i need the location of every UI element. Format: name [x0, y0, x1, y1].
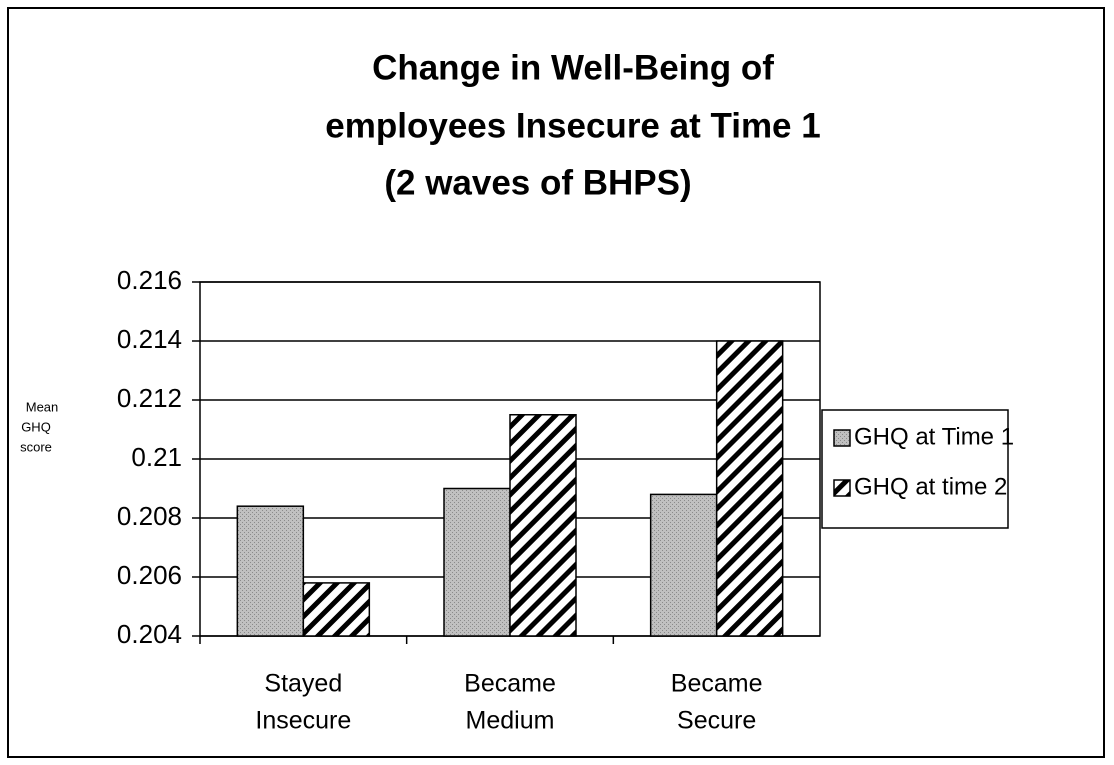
- x-tick-label: Secure: [677, 707, 756, 735]
- legend-swatch: [833, 429, 851, 447]
- bar: [443, 487, 511, 637]
- x-tick-label: Stayed: [264, 670, 342, 698]
- bar: [509, 414, 577, 637]
- y-tick-label: 0.212: [117, 383, 182, 413]
- y-tick-label: 0.208: [117, 501, 182, 531]
- x-tick-label: Insecure: [255, 707, 351, 735]
- bar: [649, 493, 718, 637]
- legend-swatch: [833, 479, 851, 497]
- legend-label: GHQ at Time 1: [854, 423, 1014, 450]
- x-tick-label: Medium: [466, 707, 555, 735]
- legend-label: GHQ at time 2: [854, 473, 1007, 500]
- bar: [236, 505, 305, 637]
- bar: [715, 340, 784, 637]
- y-axis-label: Mean: [26, 399, 59, 414]
- x-tick-label: Became: [464, 670, 556, 698]
- chart-subtitle: (2 waves of BHPS): [384, 163, 691, 202]
- y-tick-label: 0.21: [131, 442, 182, 472]
- x-tick-label: Became: [671, 670, 763, 698]
- y-tick-label: 0.214: [117, 324, 182, 354]
- y-tick-label: 0.216: [117, 265, 182, 295]
- y-tick-label: 0.206: [117, 560, 182, 590]
- legend: [821, 409, 1009, 529]
- y-axis-label: score: [20, 439, 52, 454]
- bar: [302, 582, 371, 637]
- y-axis-label: GHQ: [21, 419, 51, 434]
- chart-title: employees Insecure at Time 1: [325, 106, 820, 145]
- chart-title: Change in Well-Being of: [372, 48, 774, 87]
- y-tick-label: 0.204: [117, 619, 182, 649]
